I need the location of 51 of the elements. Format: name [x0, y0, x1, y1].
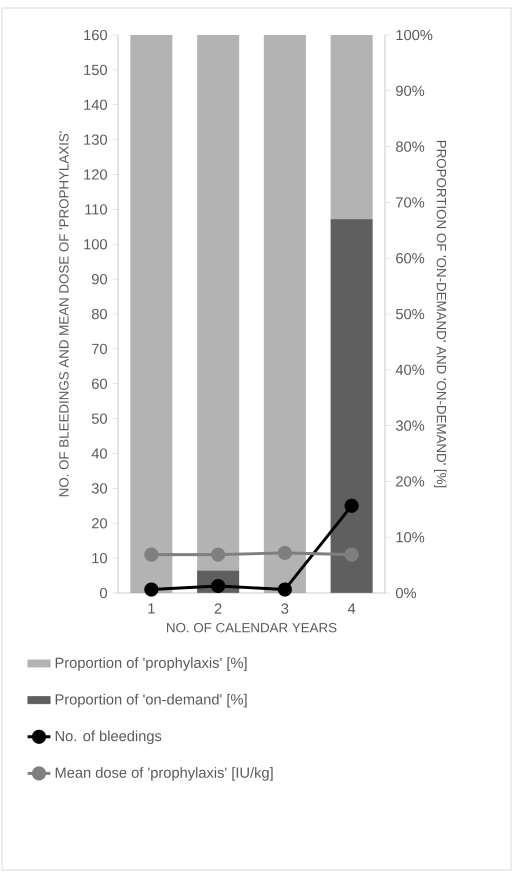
y-tick-label: 30: [92, 483, 108, 494]
bar: [264, 35, 306, 593]
legend-label: Mean dose of 'prophylaxis' [IU/kg]: [56, 767, 273, 781]
point: [278, 546, 292, 560]
bar: [130, 35, 172, 593]
point: [211, 548, 226, 562]
point: [144, 582, 158, 597]
y2-tick-label: 70%: [396, 197, 424, 208]
y-tick-label: 50: [92, 413, 108, 424]
y-tick-label: 90: [92, 274, 108, 284]
y2-tick-label: 0%: [396, 588, 416, 598]
point: [344, 498, 359, 513]
point: [344, 548, 359, 562]
bar: [330, 35, 373, 220]
y-tick-label: 10: [92, 552, 108, 564]
point: [144, 548, 158, 562]
x-tick-label: 4: [348, 603, 356, 614]
point: [278, 582, 292, 597]
y2-tick-label: 90%: [396, 86, 424, 96]
y2-tick-label: 20%: [396, 476, 424, 487]
legend-label: Proportion of 'on-demand' [%]: [56, 694, 247, 708]
bar: [197, 35, 240, 571]
y2-tick-label: 40%: [396, 364, 424, 375]
y-tick-label: 70: [92, 344, 108, 354]
y-tick-label: 120: [84, 169, 108, 180]
y-tick-label: 80: [92, 308, 108, 320]
bar: [330, 219, 373, 593]
y-axis-title: NO. OF BLEEDINGS AND MEAN DOSE OF 'PROPHYLAXIS': [59, 131, 69, 496]
y2-tick-label: 100%: [396, 30, 432, 40]
y-tick-label: 40: [92, 448, 108, 459]
legend-label: Proportion of 'prophylaxis' [%]: [56, 657, 247, 671]
x-tick-label: 2: [214, 603, 222, 614]
y-tick-label: 110: [85, 204, 108, 215]
y-tick-label: 130: [84, 134, 108, 145]
y-tick-label: 140: [84, 100, 108, 110]
y2-axis-title: PROPORTION OF 'ON-DEMAND' AND 'ON-DEMAND' [%]: [434, 140, 446, 488]
x-tick-label: 1: [148, 603, 155, 614]
y-tick-label: 60: [92, 378, 108, 389]
y-tick-label: 100: [84, 239, 108, 250]
y2-tick-label: 60%: [396, 253, 424, 264]
x-axis-title: NO. OF CALENDAR YEARS: [167, 622, 336, 632]
y-tick-label: 160: [84, 30, 108, 40]
legend-label: No. of bleedings: [56, 730, 162, 744]
x-tick-label: 3: [281, 603, 288, 614]
y2-tick-label: 30%: [396, 420, 424, 431]
y2-tick-label: 10%: [396, 532, 424, 542]
y-tick-label: 20: [92, 518, 108, 528]
y-tick-label: 0: [100, 588, 108, 598]
y-tick-label: 150: [84, 64, 108, 76]
y2-tick-label: 50%: [396, 308, 424, 320]
y2-tick-label: 80%: [396, 141, 424, 152]
